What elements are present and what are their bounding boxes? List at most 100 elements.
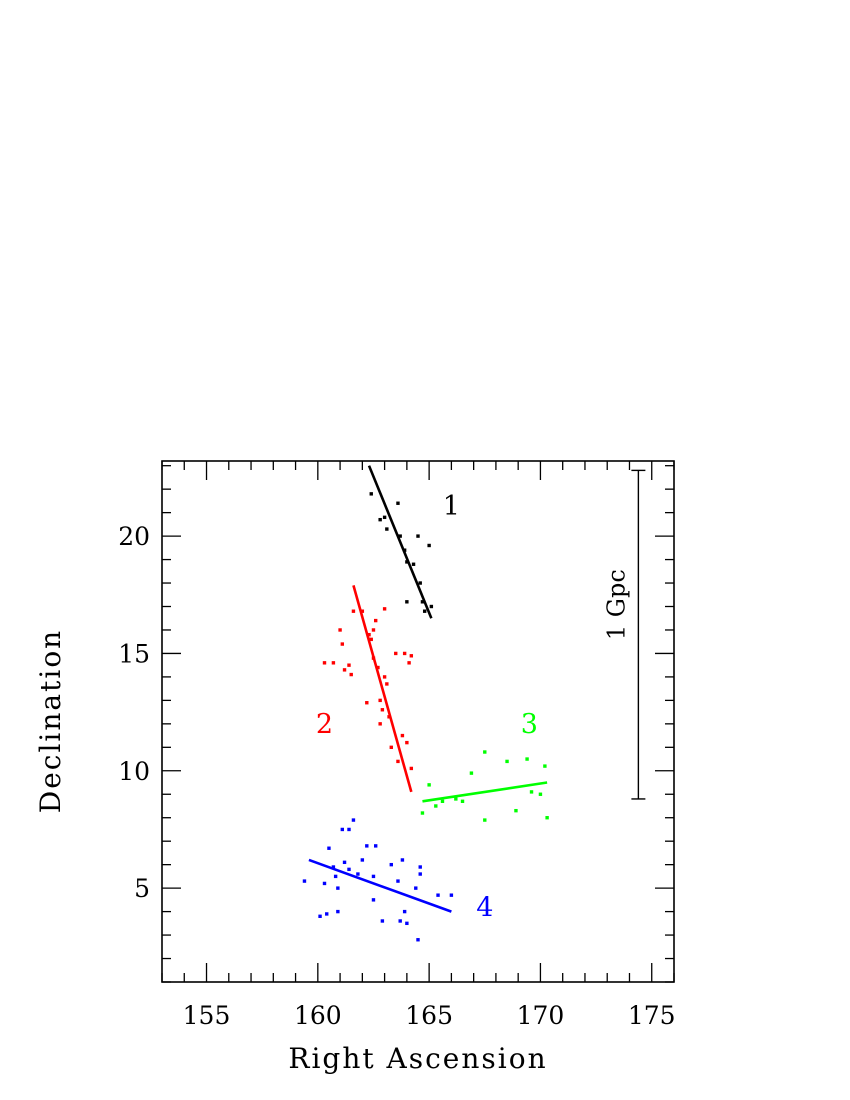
tick-labels: 155 160 165 170 175 5 10 15 20 bbox=[118, 522, 675, 1030]
data-point bbox=[365, 844, 369, 848]
data-point bbox=[371, 874, 376, 879]
x-tick-label: 165 bbox=[405, 1001, 453, 1030]
data-point bbox=[525, 757, 529, 761]
data-point bbox=[407, 661, 411, 665]
data-point bbox=[369, 492, 373, 496]
y-tick-label: 20 bbox=[118, 522, 150, 551]
data-point bbox=[405, 921, 409, 926]
data-point bbox=[538, 792, 543, 796]
data-point bbox=[389, 862, 393, 867]
data-point bbox=[483, 818, 487, 822]
data-point bbox=[349, 672, 353, 677]
data-point bbox=[322, 661, 327, 665]
series-layer: 1 2 3 4 bbox=[302, 465, 549, 942]
data-point bbox=[376, 665, 380, 670]
x-tick-label: 170 bbox=[517, 1001, 565, 1030]
data-point bbox=[380, 708, 385, 712]
data-point bbox=[385, 682, 389, 686]
data-point bbox=[434, 804, 438, 808]
data-point bbox=[318, 914, 322, 918]
data-point bbox=[440, 799, 445, 803]
data-point bbox=[389, 745, 393, 750]
data-point bbox=[402, 651, 407, 656]
axis-ticks bbox=[161, 461, 675, 983]
data-point bbox=[378, 517, 382, 522]
data-point bbox=[369, 637, 373, 642]
series-label: 3 bbox=[521, 709, 538, 740]
fit-line bbox=[308, 858, 452, 913]
data-point bbox=[365, 701, 369, 705]
data-point bbox=[367, 632, 371, 637]
data-point bbox=[342, 860, 347, 865]
data-point bbox=[302, 879, 307, 883]
scale-bar-label: 1 Gpc bbox=[602, 569, 630, 640]
data-point bbox=[347, 867, 351, 872]
data-point bbox=[347, 663, 351, 667]
data-point bbox=[405, 600, 409, 604]
data-point bbox=[483, 750, 487, 754]
data-point bbox=[382, 607, 387, 611]
y-tick-label: 10 bbox=[118, 757, 150, 786]
data-point bbox=[360, 858, 365, 862]
data-point bbox=[378, 722, 382, 726]
data-point bbox=[405, 560, 409, 564]
data-point bbox=[529, 790, 534, 794]
data-point bbox=[336, 886, 340, 890]
y-tick-label: 15 bbox=[118, 639, 150, 668]
series-group-4: 4 bbox=[302, 818, 493, 942]
data-point bbox=[545, 816, 549, 820]
data-point bbox=[429, 604, 434, 609]
data-point bbox=[331, 661, 336, 665]
data-point bbox=[418, 872, 422, 876]
series-group-1: 1 bbox=[367, 465, 460, 619]
x-tick-label: 155 bbox=[183, 1001, 231, 1030]
data-point bbox=[418, 581, 422, 585]
data-point bbox=[378, 698, 382, 703]
series-group-3: 3 bbox=[420, 709, 549, 822]
data-point bbox=[416, 534, 420, 538]
data-point bbox=[382, 675, 387, 679]
data-point bbox=[398, 534, 402, 538]
data-point bbox=[380, 919, 385, 923]
series-label: 4 bbox=[476, 892, 493, 923]
data-point bbox=[351, 818, 356, 822]
data-point bbox=[340, 642, 345, 646]
data-point bbox=[356, 872, 360, 876]
data-point bbox=[409, 654, 414, 658]
series-label: 2 bbox=[316, 709, 333, 740]
data-point bbox=[322, 881, 327, 886]
fit-line bbox=[367, 465, 433, 619]
data-point bbox=[449, 893, 454, 897]
data-point bbox=[505, 759, 509, 764]
data-point bbox=[436, 893, 440, 897]
data-point bbox=[400, 733, 405, 738]
data-point bbox=[414, 886, 418, 890]
x-tick-label: 175 bbox=[628, 1001, 676, 1030]
data-point bbox=[543, 764, 547, 768]
data-point bbox=[396, 759, 400, 764]
data-point bbox=[333, 874, 338, 879]
data-point bbox=[398, 919, 402, 923]
data-point bbox=[422, 609, 427, 613]
data-point bbox=[394, 651, 398, 656]
x-tick-label: 160 bbox=[294, 1001, 342, 1030]
series-label: 1 bbox=[443, 491, 460, 522]
data-point bbox=[514, 808, 518, 813]
data-point bbox=[327, 846, 331, 850]
data-point bbox=[420, 600, 425, 604]
data-point bbox=[336, 909, 340, 914]
data-point bbox=[371, 628, 376, 632]
data-point bbox=[342, 668, 347, 672]
data-point bbox=[427, 543, 431, 548]
data-point bbox=[416, 938, 420, 942]
data-point bbox=[338, 628, 342, 632]
series-group-2: 2 bbox=[316, 585, 414, 793]
data-point bbox=[427, 783, 431, 787]
fit-line bbox=[422, 781, 548, 803]
data-point bbox=[396, 501, 400, 505]
data-point bbox=[420, 811, 425, 815]
data-point bbox=[331, 865, 336, 869]
data-point bbox=[454, 797, 458, 801]
data-point bbox=[400, 858, 405, 862]
